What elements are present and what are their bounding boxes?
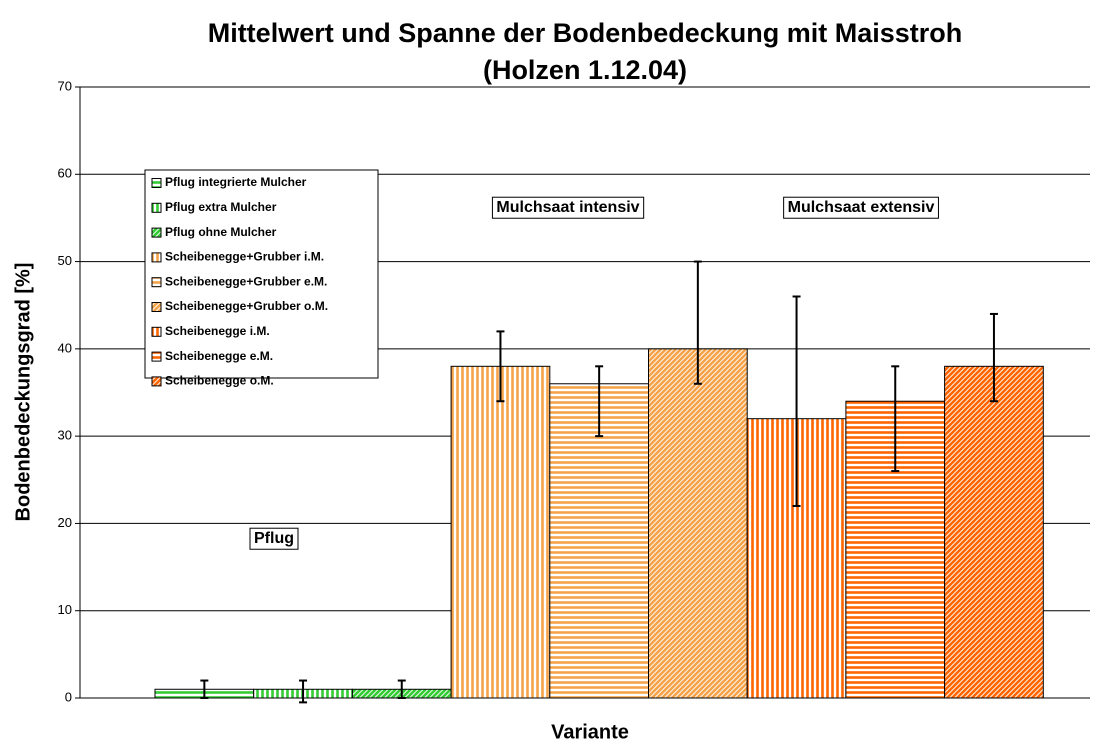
y-tick-label: 0 — [65, 689, 72, 704]
annotation-box — [249, 527, 299, 550]
legend-box — [144, 169, 379, 379]
chart-title: Mittelwert und Spanne der Bodenbedeckung… — [208, 18, 963, 48]
annotation: Mulchsaat intensiv — [496, 199, 639, 216]
annotation-box — [783, 196, 939, 219]
y-tick-label: 30 — [58, 428, 72, 443]
legend-label: Scheibenegge+Grubber e.M. — [165, 274, 327, 288]
legend-label: Scheibenegge+Grubber o.M. — [165, 299, 328, 313]
bar — [450, 365, 551, 699]
chart-subtitle: (Holzen 1.12.04) — [483, 55, 687, 85]
legend-swatch — [151, 252, 162, 263]
legend-label: Scheibenegge o.M. — [165, 374, 274, 388]
legend-label: Scheibenegge+Grubber i.M. — [165, 250, 324, 264]
y-tick-label: 10 — [58, 602, 72, 617]
legend-swatch — [151, 351, 162, 362]
legend-swatch — [151, 227, 162, 238]
annotation-box — [491, 196, 645, 219]
legend-swatch — [151, 376, 162, 387]
legend-swatch — [151, 178, 162, 188]
legend-swatch — [151, 326, 162, 337]
y-tick-label: 20 — [58, 515, 72, 530]
y-axis-label: Bodenbedeckungsgrad [%] — [12, 263, 34, 522]
bar — [648, 348, 748, 699]
legend-swatch — [151, 277, 162, 288]
bar — [944, 365, 1044, 699]
annotation: Pflug — [254, 530, 294, 547]
annotation: Mulchsaat extensiv — [788, 199, 935, 216]
legend-label: Scheibenegge i.M. — [165, 324, 270, 338]
legend-swatch — [151, 302, 162, 312]
y-tick-label: 70 — [58, 78, 72, 93]
legend-label: Pflug ohne Mulcher — [165, 225, 277, 239]
x-axis-label: Variante — [551, 721, 629, 743]
y-tick-label: 50 — [58, 253, 72, 268]
legend-label: Pflug integrierte Mulcher — [165, 175, 307, 189]
legend-label: Pflug extra Mulcher — [165, 200, 277, 214]
y-tick-label: 60 — [58, 166, 72, 181]
legend-swatch — [151, 202, 162, 213]
legend-label: Scheibenegge e.M. — [165, 349, 273, 363]
y-tick-label: 40 — [58, 340, 72, 355]
